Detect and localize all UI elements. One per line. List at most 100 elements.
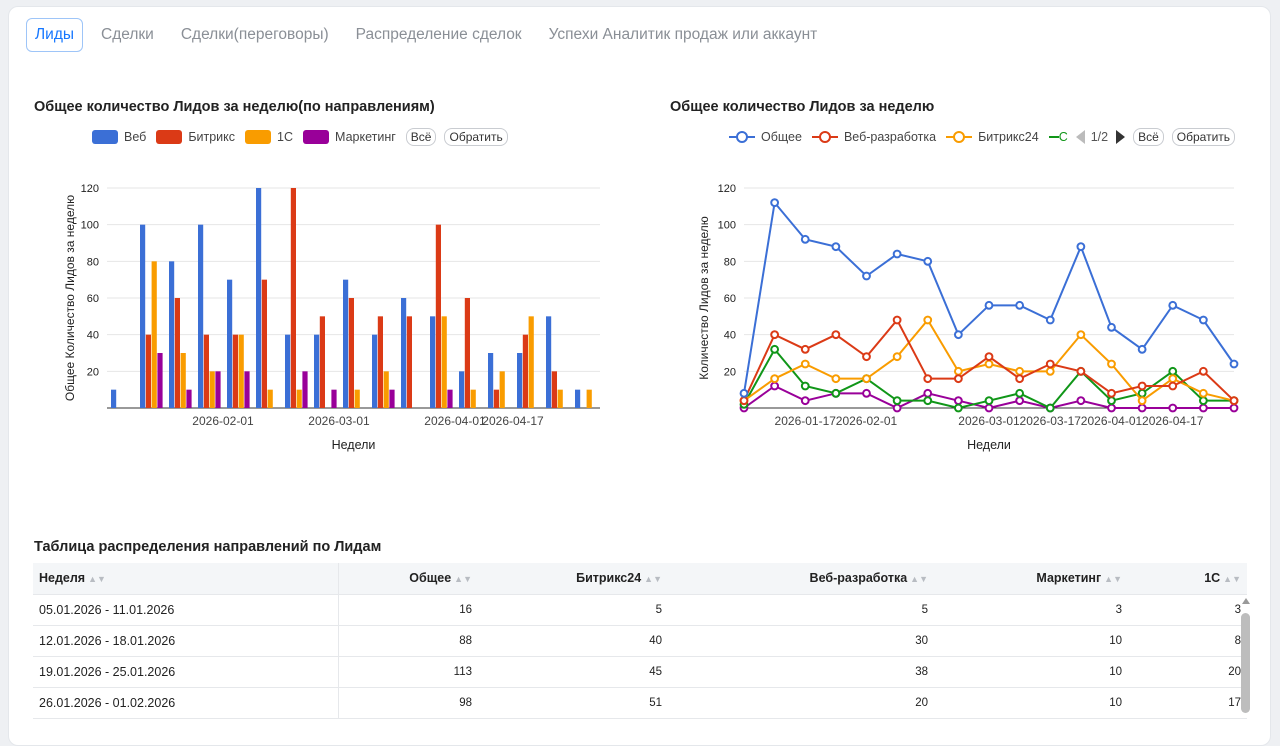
legend-item-bitrix24[interactable]: Битрикс24 bbox=[946, 130, 1039, 144]
bar bbox=[267, 389, 273, 408]
bar bbox=[441, 316, 447, 408]
data-point bbox=[770, 374, 780, 384]
y-tick-label: 20 bbox=[724, 366, 736, 378]
column-header-week[interactable]: Неделя ▲▼ bbox=[33, 563, 339, 595]
bar bbox=[401, 298, 407, 408]
bar bbox=[389, 389, 395, 408]
column-header-marketing[interactable]: Маркетинг ▲▼ bbox=[934, 563, 1128, 595]
data-point bbox=[953, 366, 963, 376]
bar bbox=[435, 224, 441, 408]
data-point bbox=[953, 403, 963, 413]
bar bbox=[198, 224, 204, 408]
legend-item-1c[interactable]: 1С bbox=[245, 130, 293, 144]
data-point bbox=[862, 352, 871, 362]
x-tick-label: 2026-03-17 bbox=[1020, 414, 1082, 428]
bar bbox=[238, 334, 244, 408]
cell-web-dev: 38 bbox=[668, 656, 934, 688]
data-point bbox=[923, 396, 933, 406]
data-point bbox=[831, 242, 841, 252]
pager-prev-icon[interactable] bbox=[1075, 130, 1085, 144]
column-header-total[interactable]: Общее ▲▼ bbox=[338, 563, 478, 595]
table-row: 26.01.2026 - 01.02.2026 98 51 20 10 17 bbox=[33, 687, 1247, 719]
cell-1c: 17 bbox=[1128, 687, 1247, 719]
cell-week: 26.01.2026 - 01.02.2026 bbox=[33, 687, 339, 719]
line-y-axis-label: Количество Лидов за неделю bbox=[697, 216, 711, 380]
scroll-up-arrow-icon[interactable] bbox=[1242, 598, 1250, 604]
bar bbox=[586, 389, 592, 408]
bar bbox=[464, 298, 470, 408]
cell-1c: 8 bbox=[1128, 625, 1247, 657]
y-tick-label: 80 bbox=[724, 256, 736, 268]
y-tick-label: 20 bbox=[87, 366, 99, 378]
tab-sales-analyst-success[interactable]: Успехи Аналитик продаж или аккаунт bbox=[548, 26, 818, 43]
cell-marketing: 10 bbox=[934, 625, 1128, 657]
data-point bbox=[892, 396, 902, 406]
y-tick-label: 80 bbox=[87, 256, 99, 268]
data-point bbox=[1015, 300, 1025, 310]
x-tick-label: 2026-04-17 bbox=[1142, 414, 1204, 428]
data-point bbox=[1168, 403, 1178, 413]
data-point bbox=[953, 374, 963, 384]
data-point bbox=[1045, 403, 1055, 413]
bar bbox=[383, 371, 389, 408]
x-tick-label: 2026-02-01 bbox=[836, 414, 898, 428]
y-tick-label: 120 bbox=[81, 183, 99, 195]
cell-total: 16 bbox=[338, 594, 478, 626]
cell-1c: 20 bbox=[1128, 656, 1247, 688]
bar bbox=[151, 261, 157, 408]
legend-swatch bbox=[303, 130, 330, 144]
column-header-1c[interactable]: 1С ▲▼ bbox=[1128, 563, 1247, 595]
legend-item-total[interactable]: Общее bbox=[729, 130, 802, 144]
data-point bbox=[1168, 381, 1178, 391]
bar bbox=[528, 316, 534, 408]
data-point bbox=[892, 403, 902, 413]
line-legend-invert-button[interactable]: Обратить bbox=[1171, 128, 1236, 146]
data-point bbox=[1137, 396, 1147, 406]
column-header-bitrix24[interactable]: Битрикс24 ▲▼ bbox=[478, 563, 668, 595]
data-point bbox=[1107, 388, 1116, 398]
column-header-web-dev[interactable]: Веб-разработка ▲▼ bbox=[668, 563, 934, 595]
data-point bbox=[739, 396, 749, 406]
tab-deals[interactable]: Сделки bbox=[101, 26, 154, 43]
data-point bbox=[1107, 396, 1116, 406]
tab-leads[interactable]: Лиды bbox=[26, 18, 84, 52]
data-point bbox=[831, 374, 841, 384]
bar-legend-invert-button[interactable]: Обратить bbox=[444, 128, 508, 146]
tab-deals-distribution[interactable]: Распределение сделок bbox=[355, 26, 522, 43]
table-header-row: Неделя ▲▼ Общее ▲▼ Битрикс24 ▲▼ Веб-разрабо… bbox=[33, 563, 1247, 595]
bar bbox=[145, 334, 151, 408]
data-point bbox=[862, 271, 871, 281]
table-row: 05.01.2026 - 11.01.2026 16 5 5 3 3 bbox=[33, 594, 1247, 626]
bar bbox=[377, 316, 383, 408]
bar bbox=[488, 353, 494, 408]
legend-item-truncated[interactable]: С bbox=[1048, 130, 1068, 144]
line-chart-legend: Общее Веб-разработка Битрикс24 С 1/2 Всё… bbox=[729, 128, 1243, 146]
sort-icon: ▲▼ bbox=[88, 574, 106, 585]
pager-next-icon[interactable] bbox=[1116, 130, 1126, 144]
table-scrollbar-thumb[interactable] bbox=[1241, 613, 1250, 713]
data-point bbox=[892, 249, 902, 259]
x-tick-label: 2026-02-01 bbox=[192, 414, 254, 428]
x-tick-label: 2026-04-17 bbox=[482, 414, 544, 428]
data-point bbox=[1168, 374, 1178, 384]
line-legend-all-button[interactable]: Всё bbox=[1133, 128, 1164, 146]
legend-item-web[interactable]: Веб bbox=[92, 130, 146, 144]
bar bbox=[459, 371, 465, 408]
data-point bbox=[1229, 396, 1239, 406]
data-point bbox=[1137, 381, 1147, 391]
bar bbox=[546, 316, 552, 408]
legend-item-bitrix[interactable]: Битрикс bbox=[156, 130, 235, 144]
legend-item-marketing[interactable]: Маркетинг bbox=[303, 130, 396, 144]
data-point bbox=[800, 359, 810, 369]
legend-item-web-dev[interactable]: Веб-разработка bbox=[811, 130, 936, 144]
bar-legend-all-button[interactable]: Всё bbox=[405, 128, 437, 146]
bar bbox=[331, 389, 337, 408]
bar bbox=[343, 279, 349, 408]
tab-bar: Лиды Сделки Сделки(переговоры) Распредел… bbox=[26, 18, 835, 52]
data-point bbox=[1168, 300, 1178, 310]
bar bbox=[186, 389, 192, 408]
tab-deals-negotiations[interactable]: Сделки(переговоры) bbox=[180, 26, 329, 43]
bar bbox=[470, 389, 476, 408]
y-tick-label: 60 bbox=[87, 293, 99, 305]
bar bbox=[232, 334, 238, 408]
